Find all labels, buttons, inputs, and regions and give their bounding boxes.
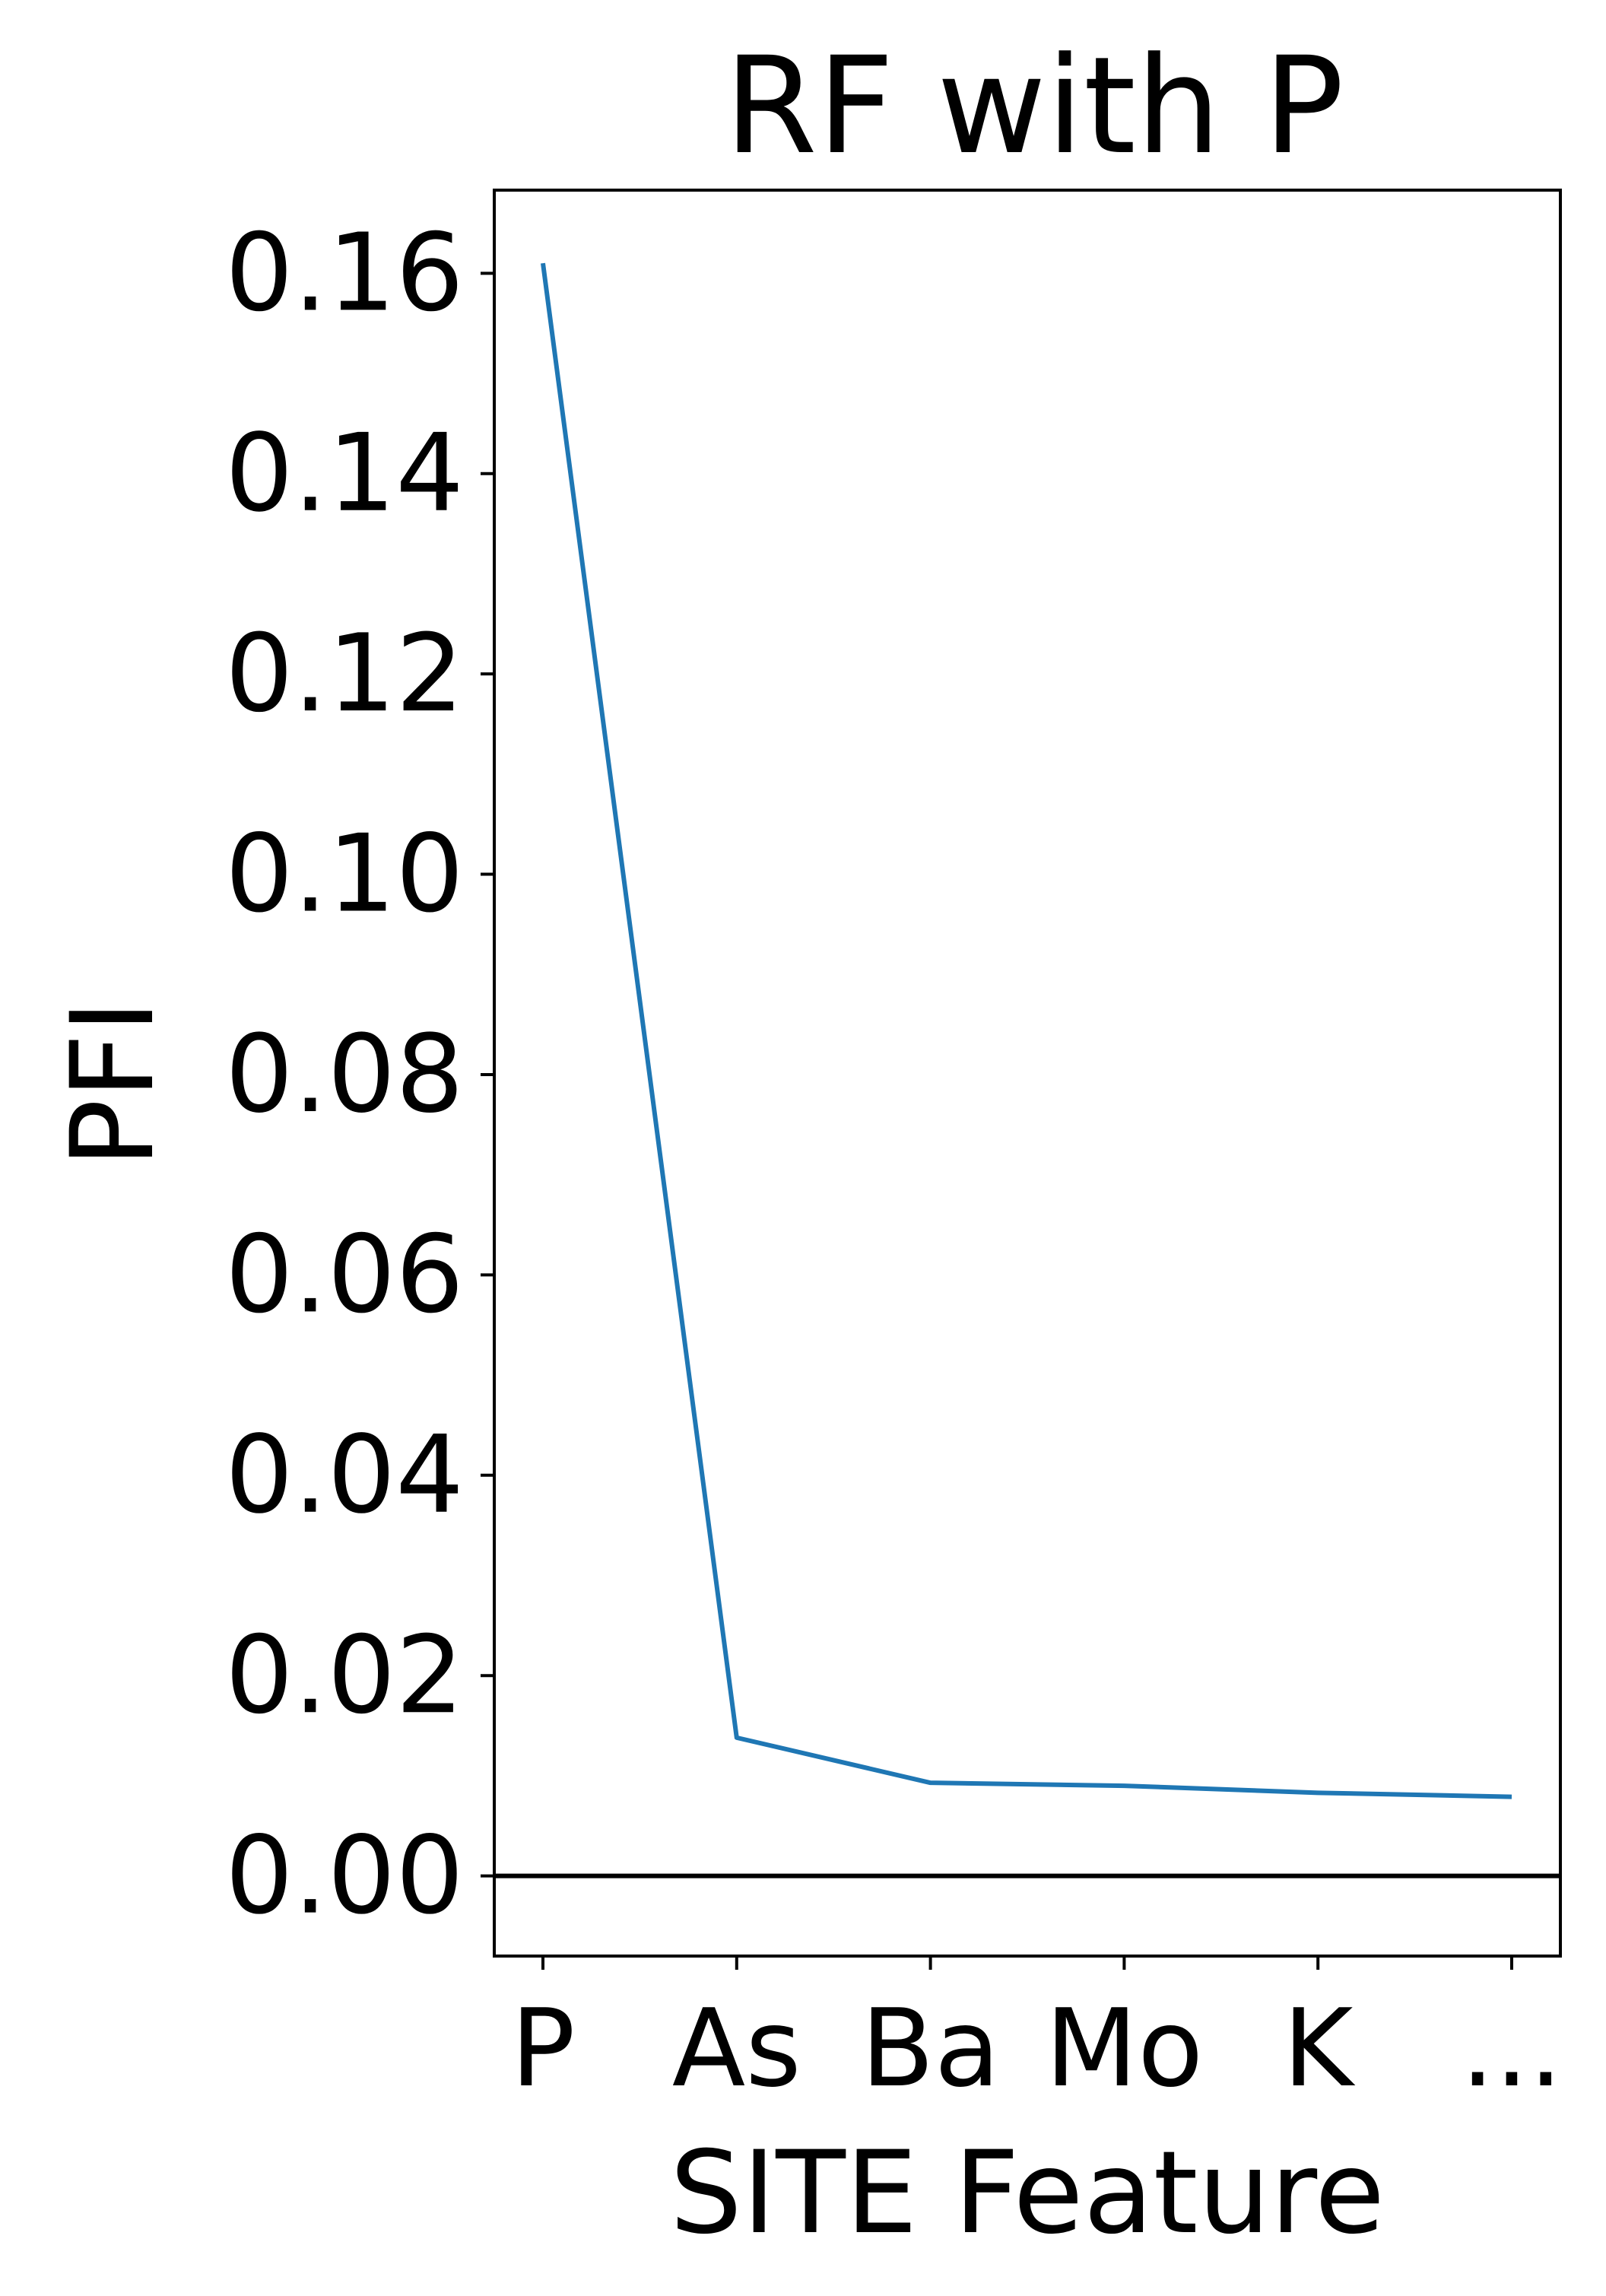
y-axis-label: PFI — [47, 1000, 179, 1168]
y-tick-label: 0.08 — [225, 1012, 464, 1137]
y-tick-label: 0.06 — [225, 1212, 464, 1337]
plot-frame — [493, 189, 1562, 1958]
y-tick-label: 0.14 — [225, 411, 464, 536]
y-tick-label: 0.16 — [225, 211, 464, 335]
series-line-0 — [541, 262, 1512, 1799]
x-axis: P As Ba Mo K... — [510, 1956, 1563, 2111]
y-tick-label: 0.04 — [225, 1413, 464, 1538]
x-tick-label: Mo — [1045, 1986, 1203, 2111]
y-tick-label: 0.02 — [225, 1613, 464, 1738]
y-tick-label: 0.00 — [225, 1814, 464, 1939]
x-tick-label: P — [510, 1986, 575, 2111]
x-tick-label: ... — [1461, 1986, 1563, 2111]
series-layer — [541, 262, 1512, 1799]
y-tick-label: 0.10 — [225, 812, 464, 937]
x-axis-label: SITE Feature — [670, 2127, 1385, 2259]
x-tick-label: As — [672, 1986, 801, 2111]
y-axis: 0.00 0.02 0.04 0.06 0.08 0.10 0.12 0.14 0.16 — [225, 211, 494, 1939]
y-tick-label: 0.12 — [225, 611, 464, 736]
x-tick-label: Ba — [861, 1986, 1000, 2111]
chart-title: RF with P — [725, 28, 1344, 184]
x-tick-label: K — [1283, 1986, 1356, 2111]
